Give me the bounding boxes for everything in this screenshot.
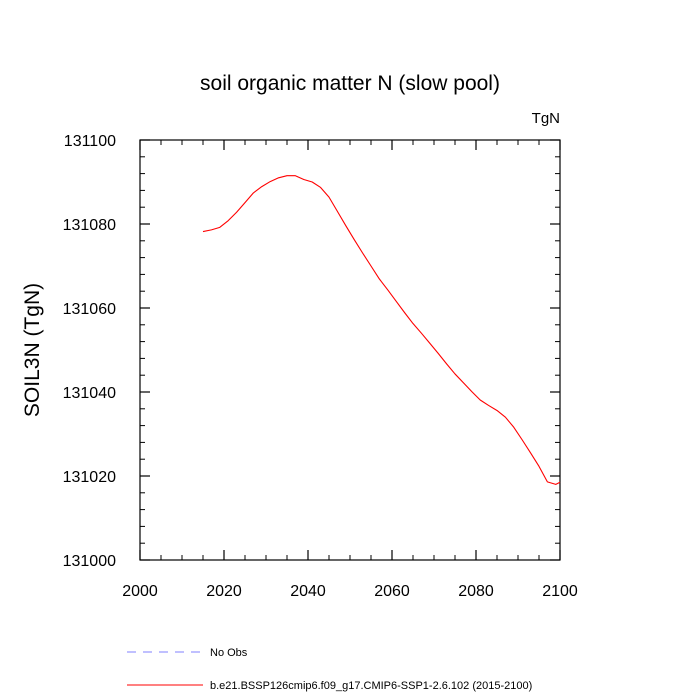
- series-layer: [202, 175, 561, 485]
- x-tick-label: 2060: [374, 583, 410, 600]
- y-tick-label: 131000: [63, 553, 116, 570]
- y-tick-label: 131080: [63, 217, 116, 234]
- plot-frame: [139, 139, 561, 561]
- legend: No Obs b.e21.BSSP126cmip6.f09_g17.CMIP6-S…: [127, 647, 532, 692]
- legend-label: b.e21.BSSP126cmip6.f09_g17.CMIP6-SSP1-2.…: [210, 680, 532, 692]
- y-tick-label: 131100: [64, 133, 116, 150]
- y-tick-label: 131060: [63, 301, 116, 318]
- x-tick-label: 2000: [122, 583, 158, 600]
- units-label: TgN: [532, 110, 560, 127]
- axes: 2000 2020 2040 2060 2080 2100 131000 131020 1310…: [63, 133, 578, 600]
- y-axis-label: SOIL3N (TgN): [21, 283, 44, 417]
- legend-label: No Obs: [210, 647, 248, 659]
- chart-title: soil organic matter N (slow pool): [200, 72, 500, 95]
- x-tick-label: 2040: [290, 583, 326, 600]
- x-tick-label: 2020: [206, 583, 242, 600]
- y-tick-label: 131020: [63, 469, 116, 486]
- x-tick-label: 2080: [458, 583, 494, 600]
- y-tick-label: 131040: [63, 385, 116, 402]
- x-tick-label: 2100: [542, 583, 578, 600]
- series-line: [202, 175, 561, 485]
